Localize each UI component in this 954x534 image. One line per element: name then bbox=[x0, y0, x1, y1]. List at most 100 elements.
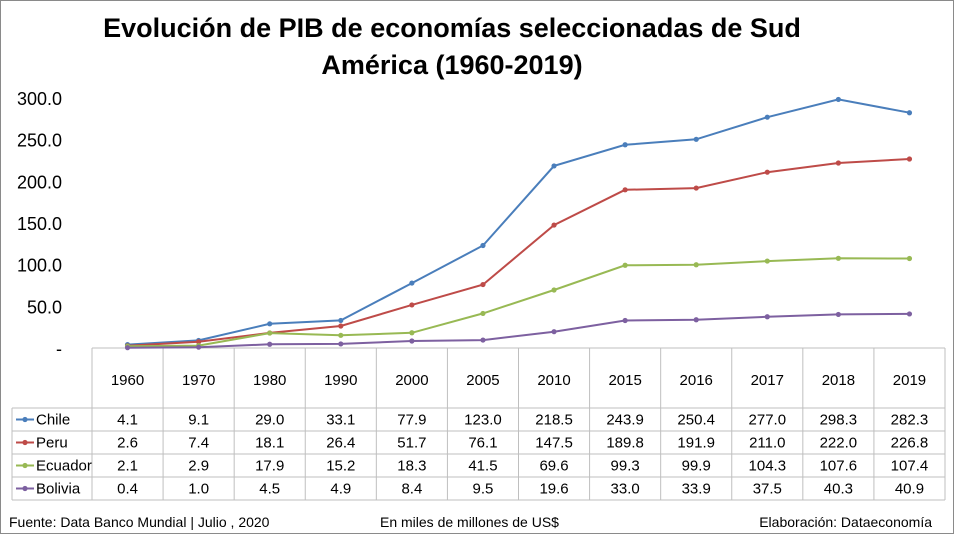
data-label: 147.5 bbox=[535, 435, 573, 452]
legend-label: Chile bbox=[36, 412, 70, 429]
data-point bbox=[622, 187, 628, 193]
data-point bbox=[338, 332, 344, 338]
data-label: 222.0 bbox=[820, 435, 858, 452]
data-point bbox=[764, 258, 770, 264]
data-label: 33.9 bbox=[682, 481, 711, 498]
data-point bbox=[693, 317, 699, 323]
series-line-chile bbox=[127, 98, 910, 346]
series-line-bolivia bbox=[127, 312, 910, 349]
data-label: 211.0 bbox=[749, 435, 785, 452]
data-label: 9.1 bbox=[188, 412, 209, 429]
data-point bbox=[124, 345, 131, 351]
x-tick-label: 2005 bbox=[466, 372, 499, 389]
data-point bbox=[551, 329, 557, 335]
data-point bbox=[906, 255, 913, 262]
series-line-peru bbox=[127, 158, 910, 347]
data-point bbox=[267, 341, 273, 347]
x-tick-label: 1960 bbox=[111, 372, 144, 389]
data-point bbox=[409, 302, 415, 308]
data-label: 77.9 bbox=[397, 412, 426, 429]
data-point bbox=[622, 142, 628, 148]
data-label: 0.4 bbox=[117, 481, 138, 498]
data-label: 123.0 bbox=[464, 412, 502, 429]
data-point bbox=[835, 96, 841, 103]
x-tick-label: 2000 bbox=[395, 372, 428, 389]
y-tick-label: 100.0 bbox=[17, 256, 62, 276]
x-tick-label: 2016 bbox=[680, 372, 713, 389]
data-label: 18.3 bbox=[397, 458, 426, 475]
y-tick-label: 250.0 bbox=[17, 131, 62, 151]
data-point bbox=[480, 281, 486, 288]
data-point bbox=[409, 338, 415, 344]
data-label: 33.0 bbox=[611, 481, 640, 498]
data-label: 18.1 bbox=[255, 435, 284, 452]
data-label: 40.3 bbox=[824, 481, 853, 498]
y-tick-label: 200.0 bbox=[17, 172, 62, 192]
data-point bbox=[196, 344, 202, 350]
legend-label: Ecuador bbox=[36, 458, 92, 475]
data-label: 19.6 bbox=[539, 481, 568, 498]
x-tick-label: 1990 bbox=[324, 372, 357, 389]
data-label: 4.9 bbox=[330, 481, 351, 498]
x-tick-label: 2015 bbox=[608, 372, 641, 389]
y-tick-label: 300.0 bbox=[17, 89, 62, 109]
data-point bbox=[267, 330, 273, 336]
data-point bbox=[551, 287, 557, 293]
data-point bbox=[409, 330, 415, 336]
x-tick-label: 2010 bbox=[537, 372, 570, 389]
data-label: 243.9 bbox=[606, 412, 644, 429]
data-point bbox=[764, 314, 770, 320]
data-point bbox=[338, 317, 344, 324]
data-point bbox=[338, 323, 344, 329]
legend-key-marker bbox=[22, 439, 28, 446]
data-label: 189.8 bbox=[606, 435, 644, 452]
data-label: 37.5 bbox=[753, 481, 782, 498]
data-label: 250.4 bbox=[677, 412, 715, 429]
footer-units: En miles de millones de US$ bbox=[380, 514, 559, 530]
data-label: 99.9 bbox=[682, 458, 711, 475]
data-point bbox=[622, 317, 628, 324]
legend-key-marker bbox=[22, 485, 28, 492]
data-point bbox=[551, 222, 557, 228]
data-point bbox=[196, 339, 202, 345]
data-label: 40.9 bbox=[895, 481, 924, 498]
data-point bbox=[480, 242, 486, 249]
data-label: 33.1 bbox=[326, 412, 355, 429]
y-tick-label: - bbox=[56, 339, 62, 359]
data-label: 76.1 bbox=[468, 435, 497, 452]
data-label: 4.1 bbox=[117, 412, 138, 429]
data-label: 15.2 bbox=[326, 458, 355, 475]
footer-credit: Elaboración: Dataeconomía bbox=[759, 514, 932, 530]
data-point bbox=[693, 262, 699, 268]
footer-source: Fuente: Data Banco Mundial | Julio , 202… bbox=[9, 514, 270, 530]
x-tick-label: 2019 bbox=[893, 372, 926, 389]
chart-title-line-2: América (1960-2019) bbox=[321, 50, 583, 80]
data-label: 2.9 bbox=[188, 458, 209, 475]
data-label: 107.6 bbox=[820, 458, 858, 475]
data-point bbox=[764, 114, 770, 120]
data-label: 99.3 bbox=[611, 458, 640, 475]
data-label: 8.4 bbox=[401, 481, 422, 498]
data-point bbox=[835, 160, 841, 166]
data-label: 282.3 bbox=[891, 412, 929, 429]
legend-label: Peru bbox=[36, 435, 68, 452]
data-label: 51.7 bbox=[397, 435, 426, 452]
data-point bbox=[764, 169, 770, 175]
data-label: 69.6 bbox=[539, 458, 568, 475]
data-label: 1.0 bbox=[188, 481, 209, 498]
data-point bbox=[906, 110, 913, 116]
data-point bbox=[338, 341, 344, 347]
data-label: 2.1 bbox=[117, 458, 138, 475]
data-label: 298.3 bbox=[820, 412, 858, 429]
y-tick-label: 50.0 bbox=[27, 297, 62, 317]
data-point bbox=[480, 337, 486, 343]
data-point bbox=[267, 321, 273, 327]
data-point bbox=[693, 185, 699, 191]
data-point bbox=[693, 136, 699, 142]
x-tick-label: 1970 bbox=[182, 372, 215, 389]
x-tick-label: 1980 bbox=[253, 372, 286, 389]
data-point bbox=[409, 280, 415, 286]
legend-key-marker bbox=[22, 462, 28, 469]
legend-key-marker bbox=[22, 416, 28, 423]
